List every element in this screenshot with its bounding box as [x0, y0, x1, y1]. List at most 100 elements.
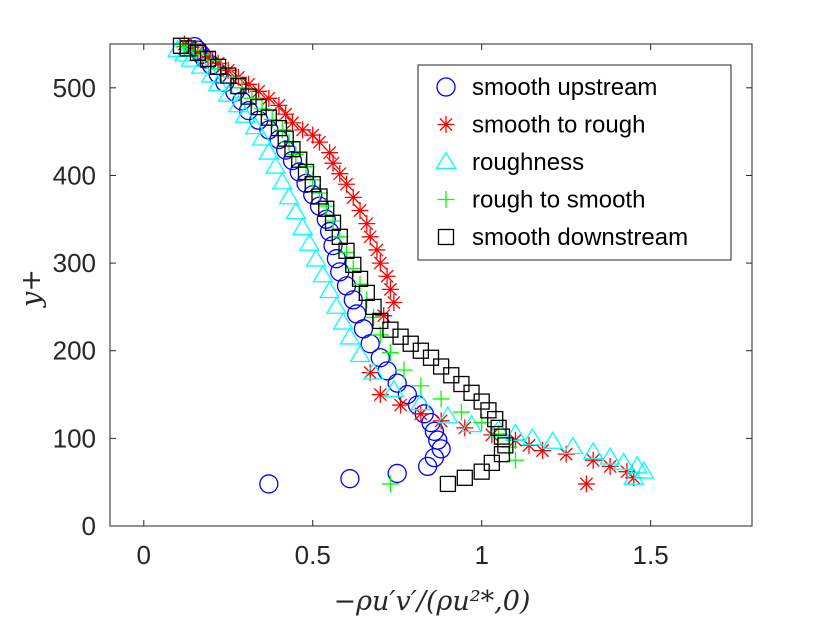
data-point: [250, 98, 267, 116]
data-point: [358, 215, 376, 233]
data-point: [372, 312, 389, 330]
data-point: [219, 61, 237, 79]
x-tick-label: 0: [137, 540, 151, 570]
data-point: [623, 467, 645, 485]
data-point: [582, 441, 604, 460]
data-point: [321, 144, 339, 162]
data-point: [521, 427, 544, 446]
axes: 0 0.5 1 1.5 0 100 200 300 400 500: [53, 43, 753, 570]
data-point: [371, 326, 389, 344]
data-point: [271, 171, 293, 190]
y-tick-label: 200: [53, 336, 96, 366]
data-point: [395, 361, 413, 379]
data-point: [277, 105, 295, 123]
data-point: [365, 308, 383, 326]
legend-label: smooth downstream: [472, 224, 688, 251]
data-point: [437, 405, 459, 424]
data-point: [534, 442, 552, 460]
data-point: [260, 89, 278, 107]
data-point: [318, 200, 335, 217]
data-point: [412, 377, 430, 395]
data-point: [238, 100, 259, 121]
data-point: [331, 228, 349, 246]
data-point: [319, 221, 340, 242]
data-point: [324, 214, 342, 231]
data-point: [297, 163, 315, 181]
data-point: [410, 392, 432, 411]
data-point: [378, 267, 396, 285]
data-point: [487, 410, 504, 428]
data-point: [493, 445, 511, 463]
data-point: [199, 50, 217, 68]
legend-marker: [437, 228, 455, 246]
data-point: [473, 463, 490, 480]
y-tick-label: 0: [82, 511, 96, 541]
data-point: [381, 475, 399, 493]
data-point: [456, 469, 473, 486]
data-point: [310, 184, 328, 202]
data-point: [264, 155, 287, 174]
data-point: [172, 37, 190, 54]
data-point: [325, 296, 348, 314]
legend-marker: [436, 77, 456, 97]
y-tick-label: 300: [53, 248, 96, 278]
data-point: [490, 425, 508, 443]
data-point: [249, 110, 269, 130]
data-point: [599, 446, 621, 465]
data-point: [618, 463, 636, 481]
series-smooth-upstream: [184, 36, 451, 494]
axes-box: [109, 43, 753, 527]
data-point: [381, 280, 399, 298]
legend-label: smooth upstream: [472, 74, 657, 101]
data-point: [562, 436, 584, 455]
data-point: [340, 469, 360, 489]
data-point: [180, 49, 202, 67]
data-point: [361, 228, 379, 246]
legend-marker: [435, 151, 457, 170]
data-point: [258, 141, 280, 160]
data-point: [270, 119, 288, 137]
data-point: [577, 475, 595, 493]
legend-box: [417, 64, 732, 261]
data-point: [382, 321, 399, 338]
x-tick-label: 1.5: [633, 540, 669, 570]
data-point: [291, 151, 308, 168]
y-tick-label: 100: [53, 423, 96, 453]
data-point: [460, 414, 483, 433]
data-point: [483, 454, 500, 472]
data-point: [370, 348, 390, 368]
data-point: [190, 56, 212, 74]
data-point: [339, 326, 361, 345]
data-point: [304, 176, 321, 193]
data-point: [490, 419, 507, 436]
data-point: [584, 451, 602, 469]
data-point: [431, 439, 451, 459]
data-point: [351, 202, 369, 220]
data-point: [351, 275, 369, 293]
data-point: [397, 384, 417, 405]
data-point: [338, 175, 356, 193]
data-point: [368, 241, 386, 259]
data-point: [305, 248, 327, 267]
data-point: [312, 264, 334, 283]
legend-label: rough to smooth: [472, 187, 645, 214]
data-point: [182, 39, 200, 57]
data-point: [284, 141, 301, 158]
data-point: [294, 121, 312, 139]
data-point: [250, 82, 268, 100]
data-point: [365, 298, 382, 316]
data-point: [324, 154, 342, 172]
series-smooth-downstream: [172, 37, 514, 493]
data-point: [260, 109, 277, 126]
data-point: [351, 270, 369, 288]
data-point: [209, 54, 227, 72]
data-point: [381, 343, 399, 361]
data-point: [371, 254, 389, 272]
data-point: [240, 75, 258, 93]
data-point: [504, 423, 527, 442]
y-tick-label: 400: [53, 160, 96, 190]
data-point: [317, 197, 335, 215]
data-point: [443, 367, 460, 384]
data-point: [385, 294, 403, 312]
data-point: [189, 44, 207, 61]
